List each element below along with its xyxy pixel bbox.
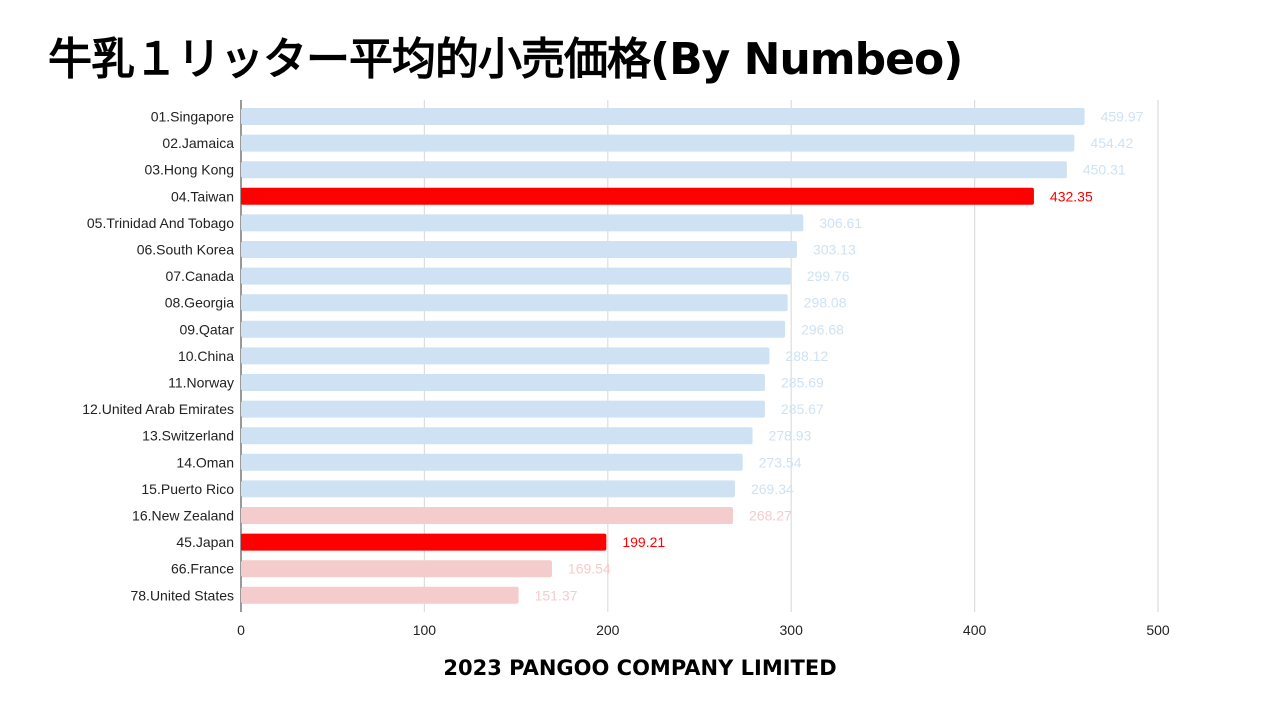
chart-title: 牛乳１リッター平均的小売価格(By Numbeo) (48, 34, 963, 85)
category-label: 14.Oman (176, 454, 234, 470)
category-label: 15.Puerto Rico (141, 481, 234, 497)
data-label: 278.93 (769, 428, 812, 444)
bar (241, 320, 786, 338)
data-label: 268.27 (749, 508, 792, 524)
x-tick-label: 0 (237, 622, 245, 638)
category-label: 16.New Zealand (132, 508, 234, 524)
data-label: 269.34 (751, 481, 794, 497)
data-label: 306.61 (819, 215, 862, 231)
bar (241, 427, 753, 445)
footer-credit: 2023 PANGOO COMPANY LIMITED (443, 656, 837, 680)
data-label: 199.21 (622, 534, 665, 550)
bar (241, 294, 788, 312)
bar (241, 586, 519, 604)
x-tick-label: 500 (1146, 622, 1170, 638)
category-label: 45.Japan (176, 534, 234, 550)
data-label: 151.37 (535, 587, 578, 603)
bar (241, 134, 1075, 152)
category-label: 08.Georgia (165, 295, 234, 311)
category-label: 04.Taiwan (171, 188, 234, 204)
data-label: 296.68 (801, 321, 844, 337)
data-label: 273.54 (759, 454, 802, 470)
bar (241, 374, 765, 391)
category-label: 10.China (178, 348, 234, 364)
data-label: 169.54 (568, 561, 611, 577)
data-label: 285.69 (781, 375, 824, 391)
bar (241, 507, 734, 524)
data-label: 432.35 (1050, 188, 1093, 204)
x-tick-label: 200 (596, 622, 620, 638)
data-label: 459.97 (1101, 109, 1144, 125)
x-tick-label: 300 (780, 622, 804, 638)
bar (241, 347, 770, 365)
category-label: 78.United States (130, 587, 234, 603)
bar (241, 533, 607, 551)
bar (241, 241, 797, 258)
category-label: 13.Switzerland (142, 428, 234, 444)
category-label: 03.Hong Kong (144, 162, 234, 178)
category-label: 02.Jamaica (162, 135, 234, 151)
bar (241, 108, 1085, 125)
data-label: 454.42 (1090, 135, 1133, 151)
category-label: 12.United Arab Emirates (82, 401, 234, 417)
bar (241, 453, 743, 471)
category-label: 05.Trinidad And Tobago (87, 215, 234, 231)
x-tick-label: 400 (963, 622, 987, 638)
category-label: 01.Singapore (151, 109, 235, 125)
data-label: 299.76 (807, 268, 850, 284)
bar (241, 267, 791, 285)
data-label: 298.08 (804, 295, 847, 311)
category-label: 11.Norway (168, 375, 234, 391)
bar (241, 214, 804, 232)
x-tick-label: 100 (413, 622, 437, 638)
category-label: 06.South Korea (137, 242, 235, 258)
category-label: 66.France (171, 561, 234, 577)
data-label: 450.31 (1083, 162, 1126, 178)
data-label: 303.13 (813, 242, 856, 258)
category-label: 07.Canada (165, 268, 234, 284)
data-label: 288.12 (785, 348, 828, 364)
bar (241, 480, 735, 498)
data-label: 285.67 (781, 401, 824, 417)
category-label: 09.Qatar (180, 321, 235, 337)
bar (241, 400, 765, 418)
bar (241, 161, 1067, 179)
bar (241, 560, 552, 578)
bar (241, 187, 1034, 205)
